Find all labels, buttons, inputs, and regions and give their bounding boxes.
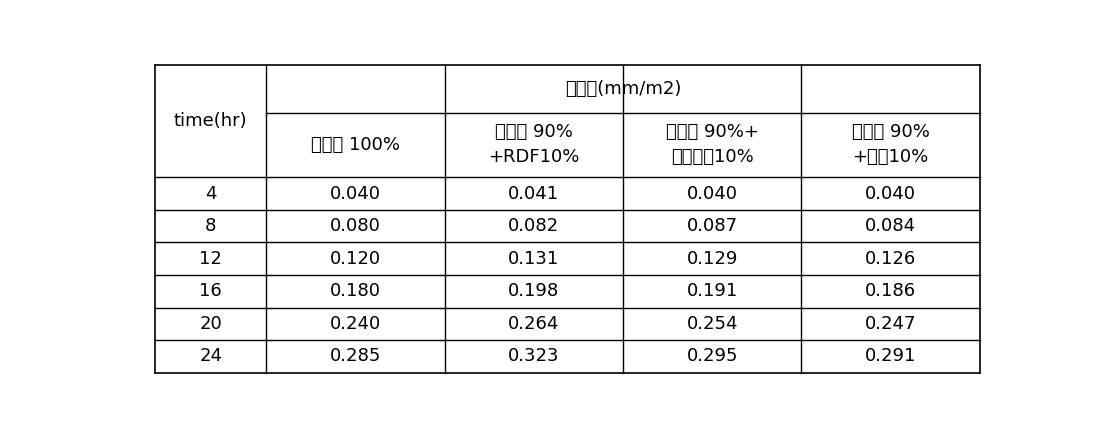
Text: 0.040: 0.040 [330,184,381,203]
Text: 0.131: 0.131 [508,250,559,268]
Text: 미분탈 90%
+톱방10%: 미분탈 90% +톱방10% [852,123,930,166]
Text: 0.129: 0.129 [686,250,738,268]
Text: 0.120: 0.120 [330,250,381,268]
Text: 0.080: 0.080 [330,217,381,235]
Text: 16: 16 [200,283,222,300]
Text: 12: 12 [200,250,222,268]
Text: 0.285: 0.285 [330,347,382,365]
Text: 0.247: 0.247 [865,315,917,333]
Text: 0.264: 0.264 [508,315,559,333]
Text: 0.084: 0.084 [865,217,917,235]
Text: 미분탈 90%+
우드펜릿10%: 미분탈 90%+ 우드펜릿10% [666,123,759,166]
Text: 0.291: 0.291 [865,347,917,365]
Text: 0.295: 0.295 [686,347,738,365]
Text: 0.240: 0.240 [330,315,382,333]
Text: 점착량(mm/m2): 점착량(mm/m2) [565,80,682,98]
Text: 24: 24 [200,347,222,365]
Text: 0.040: 0.040 [865,184,917,203]
Text: 0.198: 0.198 [508,283,559,300]
Text: 0.323: 0.323 [508,347,559,365]
Text: 0.254: 0.254 [686,315,738,333]
Text: 0.180: 0.180 [330,283,381,300]
Text: 0.186: 0.186 [865,283,917,300]
Text: 0.082: 0.082 [508,217,559,235]
Text: 미분탈 100%: 미분탈 100% [311,136,400,154]
Text: 20: 20 [200,315,222,333]
Text: 4: 4 [205,184,216,203]
Text: 0.087: 0.087 [687,217,738,235]
Text: 8: 8 [205,217,216,235]
Text: 0.126: 0.126 [865,250,917,268]
Text: 0.041: 0.041 [508,184,559,203]
Text: 미분탈 90%
+RDF10%: 미분탈 90% +RDF10% [489,123,579,166]
Text: 0.040: 0.040 [687,184,738,203]
Text: 0.191: 0.191 [687,283,738,300]
Text: time(hr): time(hr) [174,112,247,130]
